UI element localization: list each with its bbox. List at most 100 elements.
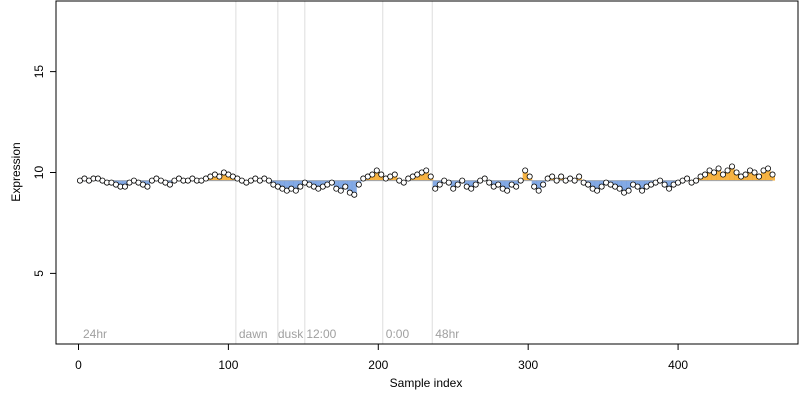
deviation-bar	[414, 174, 420, 181]
data-point	[531, 183, 538, 190]
deviation-bar	[752, 172, 758, 181]
deviation-bar	[432, 180, 438, 189]
deviation-bar	[468, 180, 474, 189]
data-point	[702, 171, 709, 178]
deviation-bar	[351, 180, 357, 195]
deviation-bar	[743, 174, 749, 181]
data-point	[715, 165, 722, 172]
data-point	[724, 167, 731, 174]
data-point	[297, 183, 304, 190]
data-point	[733, 169, 740, 176]
x-axis-label: Sample index	[390, 376, 463, 390]
deviation-bar	[275, 180, 281, 187]
data-point	[445, 179, 452, 186]
data-point	[495, 181, 502, 188]
annotation-label-1: dawn	[239, 327, 268, 341]
data-point	[391, 171, 398, 178]
data-point	[121, 183, 128, 190]
deviation-bar	[590, 180, 596, 189]
data-point	[369, 171, 376, 178]
data-point	[355, 181, 362, 188]
data-point	[432, 185, 439, 192]
data-point	[144, 183, 151, 190]
data-point	[693, 177, 700, 184]
data-point	[720, 171, 727, 178]
x-tick-label: 400	[668, 358, 688, 372]
deviation-bar	[122, 180, 128, 187]
deviation-bar	[347, 180, 353, 193]
deviation-bar	[320, 180, 326, 187]
deviation-bar	[378, 174, 384, 181]
deviation-bar	[315, 180, 321, 189]
annotation-label-5: 48hr	[435, 327, 459, 341]
deviation-bar	[599, 180, 605, 187]
data-point	[657, 177, 664, 184]
data-point	[481, 175, 488, 182]
deviation-bar	[639, 180, 645, 191]
deviation-bar	[279, 180, 285, 189]
deviation-bar	[464, 180, 470, 187]
y-axis-ticks: 5 10 15	[32, 65, 56, 277]
deviation-bar	[626, 180, 632, 191]
x-tick-label: 200	[368, 358, 388, 372]
deviation-bar	[117, 180, 123, 187]
deviation-bar	[734, 172, 740, 181]
data-point	[594, 187, 601, 194]
deviation-bar	[288, 180, 294, 189]
data-point	[742, 171, 749, 178]
data-point	[639, 187, 646, 194]
data-point	[400, 179, 407, 186]
data-point	[468, 185, 475, 192]
deviation-bar	[725, 170, 731, 181]
deviation-bar	[369, 174, 375, 181]
y-tick-label: 5	[32, 270, 46, 277]
deviation-bar	[513, 180, 519, 187]
data-point	[553, 177, 560, 184]
data-point	[450, 185, 457, 192]
data-point	[729, 163, 736, 170]
data-point	[454, 181, 461, 188]
data-point	[342, 183, 349, 190]
deviation-bar	[666, 180, 672, 189]
deviation-bar	[747, 170, 753, 181]
deviation-bar	[500, 180, 506, 189]
deviation-bar	[374, 170, 380, 181]
data-point	[513, 183, 520, 190]
deviation-bar	[716, 168, 722, 181]
y-tick-label: 10	[32, 166, 46, 180]
data-point	[616, 185, 623, 192]
deviation-bar	[342, 180, 348, 187]
data-point	[459, 177, 466, 184]
point-layer	[76, 163, 776, 198]
data-point	[522, 167, 529, 174]
data-point	[756, 173, 763, 180]
deviation-bar	[707, 170, 713, 181]
deviation-bar	[333, 180, 339, 189]
deviation-bar	[644, 180, 650, 187]
data-point	[351, 191, 358, 198]
deviation-bar	[720, 174, 726, 181]
deviation-bar	[144, 180, 150, 187]
x-axis-ticks: 0 100 200 300 400	[75, 344, 688, 372]
data-point	[598, 183, 605, 190]
deviation-bar	[761, 170, 767, 181]
deviation-bar	[297, 180, 303, 187]
data-point	[535, 187, 542, 194]
deviation-bar	[225, 174, 231, 181]
deviation-bar	[450, 180, 456, 189]
x-tick-label: 300	[518, 358, 538, 372]
data-point	[526, 173, 533, 180]
data-point	[517, 177, 524, 184]
deviation-bar	[729, 166, 735, 181]
data-point	[216, 173, 223, 180]
data-point	[666, 185, 673, 192]
data-point	[540, 181, 547, 188]
deviation-bar	[504, 180, 510, 191]
annotation-label-4: 0:00	[386, 327, 410, 341]
annotation-layer: 24hr dawn dusk 12:00 0:00 48hr	[83, 327, 459, 341]
deviation-bar	[284, 180, 290, 191]
deviation-bar	[221, 172, 227, 181]
data-point	[576, 173, 583, 180]
data-point	[504, 187, 511, 194]
deviation-bar	[594, 180, 600, 191]
